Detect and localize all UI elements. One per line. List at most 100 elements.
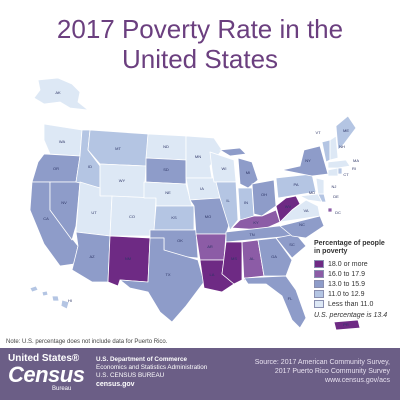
label-wy: WY <box>119 178 126 183</box>
label-mt: MT <box>115 146 121 151</box>
label-tx: TX <box>165 272 170 277</box>
legend-swatch-3 <box>314 280 324 288</box>
label-mn: MN <box>195 154 201 159</box>
state-nj <box>315 177 325 195</box>
footnote: Note: U.S. percentage does not include d… <box>6 339 168 345</box>
state-ms <box>221 241 243 285</box>
label-in: IN <box>244 200 248 205</box>
state-wv <box>275 195 301 223</box>
label-ny: NY <box>305 158 311 163</box>
state-dc <box>327 207 333 213</box>
label-la: LA <box>210 272 215 277</box>
state-fl <box>243 275 307 329</box>
label-co: CO <box>129 214 135 219</box>
label-ia: IA <box>200 186 204 191</box>
title-line-2: United States <box>121 44 279 74</box>
label-or: OR <box>53 166 59 171</box>
state-ak <box>33 77 89 111</box>
state-nm <box>107 235 151 287</box>
legend-title: Percentage of people in poverty <box>314 240 385 255</box>
label-il: IL <box>226 198 230 203</box>
map-title: 2017 Poverty Rate in the United States <box>0 14 400 74</box>
label-wi: WI <box>222 166 227 171</box>
label-nh: NH <box>339 144 345 149</box>
label-id: ID <box>88 164 92 169</box>
legend-swatch-4 <box>314 290 324 298</box>
label-me: ME <box>343 128 349 133</box>
state-nh <box>329 135 339 161</box>
state-ny <box>281 145 329 177</box>
department-info: U.S. Department of Commerce Economics an… <box>96 356 208 388</box>
label-ca: CA <box>43 216 49 221</box>
label-mi: MI <box>246 170 250 175</box>
label-oh: OH <box>261 192 267 197</box>
label-ks: KS <box>171 215 177 220</box>
legend-item-1: 18.0 or more <box>314 259 398 269</box>
label-vt: VT <box>315 130 321 135</box>
state-me <box>335 115 357 151</box>
legend-item-2: 16.0 to 17.9 <box>314 269 398 279</box>
state-il <box>215 181 239 231</box>
legend-item-4: 11.0 to 12.9 <box>314 289 398 299</box>
label-ut: UT <box>91 210 97 215</box>
state-sc <box>275 233 307 259</box>
label-pr: PR <box>343 322 349 327</box>
us-percentage-note: U.S. percentage is 13.4 <box>314 312 388 319</box>
label-az: AZ <box>89 254 95 259</box>
state-pr <box>333 319 361 331</box>
label-md: MD <box>309 190 315 195</box>
state-pa <box>275 173 317 199</box>
acs-link[interactable]: www.census.gov/acs <box>325 377 390 384</box>
state-nv <box>49 181 81 241</box>
label-mo: MO <box>205 214 211 219</box>
label-ct: CT <box>343 172 349 177</box>
label-wa: WA <box>59 139 66 144</box>
label-ar: AR <box>207 244 213 249</box>
label-ak: AK <box>55 90 61 95</box>
map-legend: Percentage of people in poverty 18.0 or … <box>314 240 398 319</box>
label-al: AL <box>250 256 256 261</box>
label-wv: WV <box>285 204 292 209</box>
footer-bar: United States® Census Bureau U.S. Depart… <box>0 348 400 400</box>
label-nd: ND <box>163 144 169 149</box>
label-dc: DC <box>335 210 341 215</box>
label-ms: MS <box>231 256 237 261</box>
us-poverty-map: WA OR CA NV ID MT WY UT AZ CO NM ND SD N… <box>29 77 361 331</box>
label-nv: NV <box>61 200 67 205</box>
legend-item-5: Less than 11.0 <box>314 299 398 309</box>
state-tx <box>119 237 205 323</box>
legend-swatch-2 <box>314 270 324 278</box>
label-de: DE <box>333 194 339 199</box>
state-ct <box>327 167 339 177</box>
label-fl: FL <box>288 296 293 301</box>
state-ga <box>257 237 293 277</box>
label-sc: SC <box>289 242 295 247</box>
state-ma <box>327 159 351 169</box>
label-nc: NC <box>299 222 305 227</box>
label-tn: TN <box>249 232 254 237</box>
label-ri: RI <box>352 166 356 171</box>
label-ga: GA <box>271 254 277 259</box>
title-line-1: 2017 Poverty Rate in the <box>56 14 344 44</box>
label-sd: SD <box>163 167 169 172</box>
state-oh <box>251 179 277 217</box>
label-ok: OK <box>177 238 183 243</box>
label-ne: NE <box>165 190 171 195</box>
legend-swatch-5 <box>314 300 324 308</box>
census-logo: United States® Census Bureau <box>8 353 85 392</box>
state-nc <box>279 215 325 239</box>
source-info: Source: 2017 American Community Survey, … <box>254 359 390 384</box>
label-ma: MA <box>353 158 359 163</box>
census-gov-link[interactable]: census.gov <box>96 380 135 388</box>
state-hi <box>29 285 70 310</box>
state-al <box>241 239 265 283</box>
label-nm: NM <box>125 256 131 261</box>
legend-item-3: 13.0 to 15.9 <box>314 279 398 289</box>
state-ri <box>337 167 343 175</box>
label-hi: HI <box>68 298 72 303</box>
legend-swatch-1 <box>314 260 324 268</box>
label-pa: PA <box>293 182 298 187</box>
label-ky: KY <box>253 220 259 225</box>
label-nj: NJ <box>332 184 337 189</box>
label-va: VA <box>303 208 308 213</box>
